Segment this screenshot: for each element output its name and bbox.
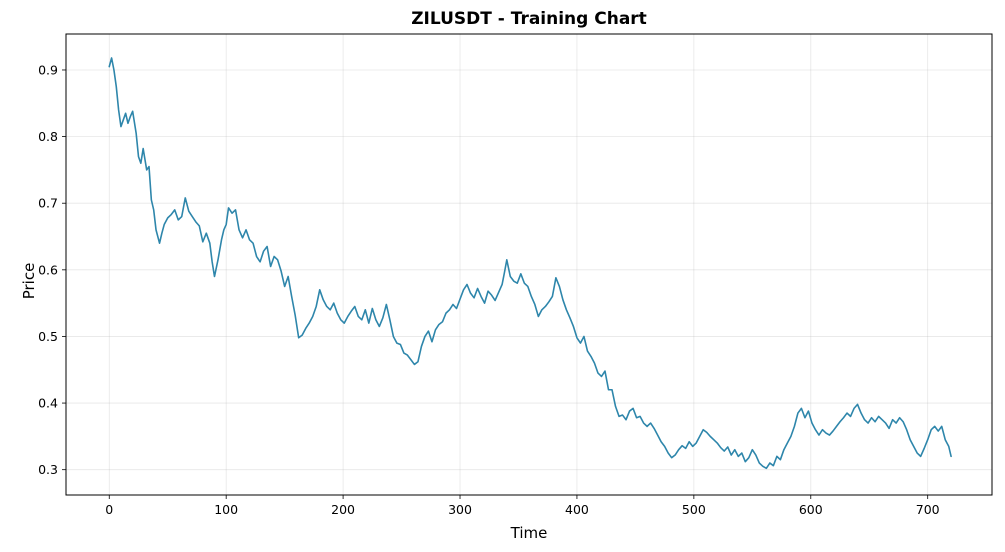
y-tick-label: 0.8	[38, 129, 58, 144]
grid	[66, 34, 992, 495]
y-tick-label: 0.5	[38, 329, 58, 344]
x-axis-label: Time	[510, 524, 548, 542]
y-axis: 0.3 0.4 0.5 0.6 0.7 0.8 0.9	[38, 62, 66, 477]
x-axis: 0 100 200 300 400 500 600 700	[105, 495, 940, 517]
x-tick-label: 300	[448, 502, 472, 517]
x-tick-label: 700	[916, 502, 940, 517]
plot-area-border	[65, 33, 993, 496]
series-layer	[108, 57, 952, 470]
x-tick-label: 200	[331, 502, 355, 517]
price-series-line	[108, 57, 952, 470]
y-tick-label: 0.4	[38, 396, 58, 411]
x-tick-label: 0	[105, 502, 113, 517]
y-tick-label: 0.6	[38, 262, 58, 277]
x-tick-label: 400	[565, 502, 589, 517]
plot-frame	[65, 33, 993, 496]
x-tick-label: 600	[799, 502, 823, 517]
y-tick-label: 0.3	[38, 462, 58, 477]
x-tick-label: 100	[214, 502, 238, 517]
y-axis-label: Price	[20, 263, 38, 300]
x-tick-label: 500	[682, 502, 706, 517]
chart-title: ZILUSDT - Training Chart	[411, 9, 647, 29]
y-tick-label: 0.9	[38, 62, 58, 77]
y-tick-label: 0.7	[38, 196, 58, 211]
